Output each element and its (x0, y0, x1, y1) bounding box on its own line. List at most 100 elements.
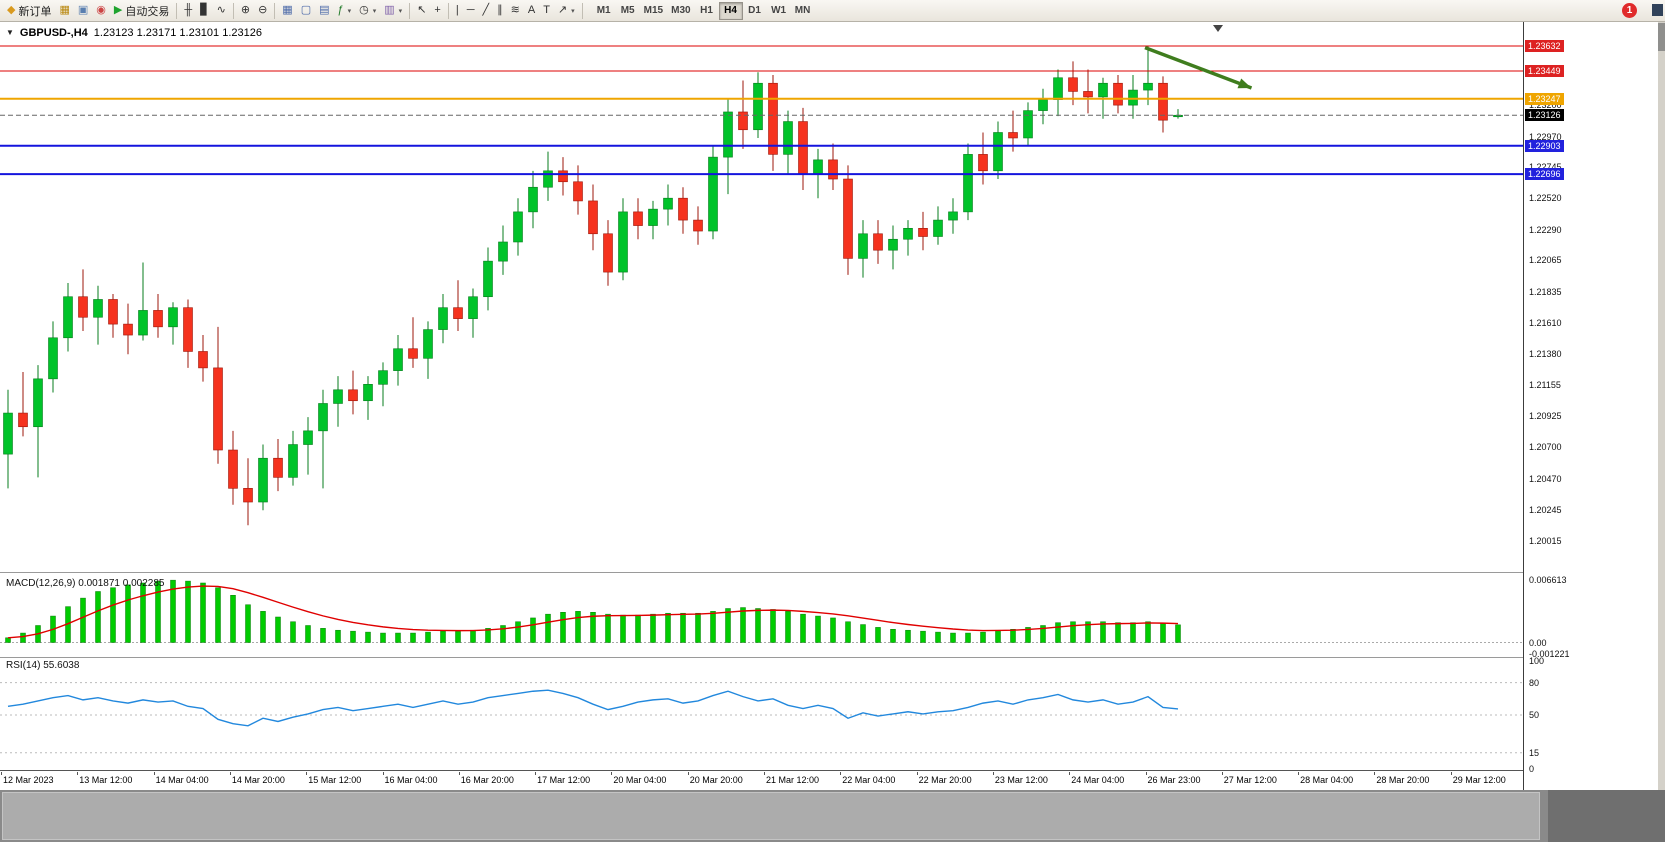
rsi-axis-label: 15 (1529, 747, 1540, 758)
time-axis-label: 13 Mar 12:00 (77, 772, 133, 785)
trendline-button[interactable]: ╱ (479, 2, 494, 20)
horizontal-line-button[interactable]: ─ (463, 2, 479, 20)
auto-trading-button-label: 自动交易 (125, 5, 170, 18)
zoom-in-icon: ⊕ (240, 4, 251, 16)
timeframe-w1[interactable]: W1 (767, 2, 791, 20)
new-order-icon: ◆ (7, 4, 16, 16)
timeframe-m15[interactable]: M15 (640, 2, 667, 20)
auto-trading-icon: ▶ (113, 4, 123, 16)
time-axis-label: 20 Mar 04:00 (611, 772, 667, 785)
price-axis-label: 1.20015 (1529, 536, 1562, 547)
trendline-icon: ╱ (482, 4, 490, 16)
community-button[interactable]: ◉ (92, 2, 110, 20)
zoom-in-button[interactable]: ⊕ (237, 2, 254, 20)
time-axis-label: 16 Mar 20:00 (458, 772, 514, 785)
crosshair-button[interactable]: + (430, 2, 444, 20)
collapse-triangle-icon[interactable]: ▼ (6, 28, 14, 37)
timeframe-mn[interactable]: MN (791, 2, 815, 20)
notification-badge[interactable]: 1 (1622, 3, 1637, 18)
toolbar-separator (274, 2, 276, 19)
bar-chart-button[interactable]: ╫ (180, 2, 196, 20)
chart-symbol-period: GBPUSD-,H4 (19, 27, 88, 39)
horizontal-scrollbar[interactable] (0, 790, 1665, 842)
price-axis-label: 1.21610 (1529, 317, 1562, 328)
macd-axis-label: 0.00 (1529, 637, 1547, 648)
templates-button[interactable]: ▥ ▾ (380, 2, 406, 20)
zoom-out-button[interactable]: ⊖ (254, 2, 271, 20)
time-axis-label: 21 Mar 12:00 (763, 772, 820, 785)
macd-histogram (5, 579, 1181, 643)
timeframe-d1[interactable]: D1 (743, 2, 767, 20)
timeframe-h4[interactable]: H4 (718, 1, 743, 20)
dropdown-arrow-icon[interactable]: ▾ (571, 7, 575, 15)
price-axis-label: 1.22520 (1529, 193, 1562, 204)
indicators-button[interactable]: ƒ ▾ (334, 2, 356, 20)
auto-trading-button[interactable]: ▶ 自动交易 (110, 2, 173, 20)
time-axis-label: 24 Mar 04:00 (1069, 772, 1125, 785)
panel-splitter-macd[interactable] (0, 572, 1657, 573)
price-axis-label: 1.21835 (1529, 286, 1562, 297)
timeframe-m30[interactable]: M30 (667, 2, 694, 20)
new-order-button[interactable]: ◆ 新订单 (3, 2, 55, 20)
toolbar-buttons: ◆ 新订单 ▦ ▣ ◉ ▶ 自动交易 ╫ ▊ ∿ ⊕ ⊖ ▦ ▢ ▤ ƒ ▾ ◷ ▾ ▥ ▾ ↖ + | ─ ╱ ∥ ≋ A T ↗ ▾ (3, 0, 586, 22)
profiles-button[interactable]: ▣ (74, 2, 92, 20)
price-axis-label: 1.20245 (1529, 504, 1562, 515)
time-axis-label: 17 Mar 12:00 (535, 772, 591, 785)
line-chart-button[interactable]: ∿ (213, 2, 230, 20)
cascade-windows-icon: ▢ (300, 4, 312, 16)
window-corner-icon (1652, 4, 1663, 16)
horizontal-scrollbar-track-end (1548, 790, 1665, 842)
toolbar-separator (581, 2, 583, 19)
rsi-line (7, 689, 1179, 727)
time-axis-line (0, 770, 1657, 771)
time-axis-label: 20 Mar 20:00 (687, 772, 743, 785)
timeframe-m5[interactable]: M5 (616, 2, 640, 20)
text-button[interactable]: A (524, 2, 539, 20)
trend-arrow-head (1237, 78, 1252, 89)
vertical-line-icon: | (455, 4, 459, 16)
fibonacci-button[interactable]: ≋ (507, 2, 524, 20)
new-order-button-label: 新订单 (18, 5, 52, 18)
time-axis: 12 Mar 2023 13 Mar 12:00 14 Mar 04:00 14 Ma… (0, 772, 1523, 790)
timeframe-buttons: M1 M5 M15 M30 H1 H4 D1 W1 MN (592, 0, 815, 22)
rsi-axis-label: 80 (1529, 677, 1540, 688)
arrange-windows-icon: ▤ (319, 4, 330, 16)
label-button[interactable]: T (539, 2, 554, 20)
dropdown-arrow-icon[interactable]: ▾ (372, 7, 377, 15)
time-axis-label: 23 Mar 12:00 (992, 772, 1048, 785)
chart-shift-marker[interactable] (1213, 25, 1223, 32)
timeframe-m1[interactable]: M1 (592, 2, 616, 20)
vertical-scrollbar-thumb[interactable] (1657, 23, 1665, 51)
price-axis-label: 1.21380 (1529, 349, 1562, 360)
horizontal-scrollbar-thumb[interactable] (2, 792, 1540, 840)
price-axis-label: 1.22970 (1529, 131, 1562, 142)
new-chart-button[interactable]: ▦ (55, 2, 73, 20)
crosshair-icon: + (434, 4, 441, 16)
time-axis-label: 26 Mar 23:00 (1145, 772, 1201, 785)
arrange-windows-button[interactable]: ▤ (315, 2, 333, 20)
price-axis-label: 1.22065 (1529, 255, 1562, 266)
shapes-button[interactable]: ↗ ▾ (554, 2, 579, 20)
price-axis: 1.23200 1.22970 1.22745 1.22520 1.22290 1.220… (1523, 22, 1658, 790)
fibonacci-icon: ≋ (510, 4, 520, 16)
chart-canvas[interactable] (0, 22, 1523, 790)
price-axis-label: 1.21155 (1529, 380, 1561, 390)
cascade-windows-button[interactable]: ▢ (297, 2, 315, 20)
trend-arrow[interactable] (1144, 46, 1253, 90)
dropdown-arrow-icon[interactable]: ▾ (398, 7, 403, 15)
resistance-line-1-price-tag: 1.23632 (1525, 40, 1564, 52)
dropdown-arrow-icon[interactable]: ▾ (347, 7, 352, 15)
panel-splitter-rsi[interactable] (0, 657, 1657, 658)
vertical-scrollbar[interactable] (1657, 22, 1665, 790)
periods-button[interactable]: ◷ ▾ (355, 2, 380, 20)
tile-windows-button[interactable]: ▦ (278, 2, 296, 20)
cursor-button[interactable]: ↖ (413, 2, 430, 20)
timeframe-h1[interactable]: H1 (695, 2, 719, 20)
price-axis-label: 1.20925 (1529, 411, 1562, 422)
channel-button[interactable]: ∥ (493, 2, 507, 20)
templates-icon: ▥ (384, 4, 395, 16)
macd-signal-line (7, 585, 1179, 639)
vertical-line-button[interactable]: | (452, 2, 463, 20)
candlestick-chart-button[interactable]: ▊ (196, 2, 212, 20)
